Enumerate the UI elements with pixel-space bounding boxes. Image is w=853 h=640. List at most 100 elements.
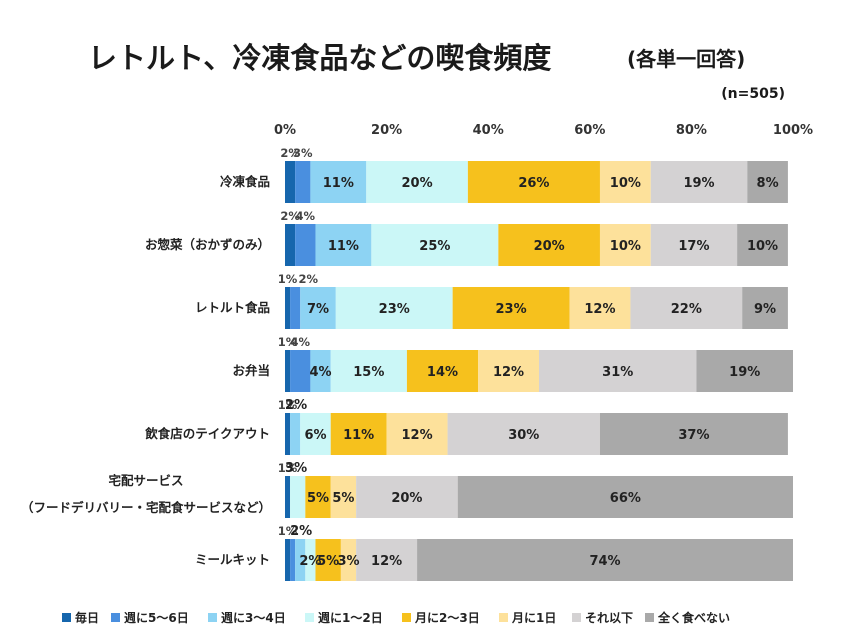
bar-segment — [330, 413, 387, 455]
data-label: 31% — [602, 365, 633, 380]
bar-segment — [498, 224, 600, 266]
legend-swatch — [572, 613, 581, 622]
data-label: 1% — [278, 398, 298, 412]
bar-segment — [310, 161, 367, 203]
data-label: 11% — [328, 239, 359, 254]
data-label: 2% — [290, 524, 312, 539]
bar-segment — [290, 476, 306, 518]
legend-swatch — [499, 613, 508, 622]
data-label: 9% — [754, 302, 776, 317]
legend-label: 毎日 — [75, 610, 99, 625]
data-label: 23% — [379, 302, 410, 317]
bar-segment — [335, 287, 453, 329]
bar-segment — [630, 287, 743, 329]
bar-segment — [356, 539, 418, 581]
x-tick-label: 20% — [371, 123, 402, 138]
data-label: 2% — [298, 272, 318, 286]
data-label: 5% — [317, 554, 339, 569]
data-label: 2% — [280, 146, 300, 160]
bar-segment — [457, 476, 793, 518]
legend-swatch — [208, 613, 217, 622]
data-label: 66% — [610, 491, 641, 506]
legend-label: 週に3～4日 — [221, 610, 286, 625]
data-label: 4% — [310, 365, 332, 380]
bar-segment — [330, 476, 357, 518]
bar-segment — [371, 224, 499, 266]
data-label: 3% — [337, 554, 359, 569]
legend-label: 月に2～3日 — [414, 611, 480, 625]
data-label: 3% — [293, 146, 313, 160]
x-tick-label: 0% — [274, 123, 296, 138]
data-label: 1% — [278, 335, 298, 349]
category-label: お惣菜（おかずのみ） — [145, 237, 270, 252]
data-label: 17% — [678, 239, 709, 254]
category-label: お弁当 — [232, 363, 270, 378]
category-label: （フードデリバリー・宅配食サービスなど） — [21, 500, 271, 515]
bar-segment — [467, 161, 600, 203]
data-label: 20% — [402, 176, 433, 191]
data-label: 12% — [493, 365, 524, 380]
bar-segment — [447, 413, 600, 455]
chart-title: レトルト、冷凍食品などの喫食頻度 — [88, 41, 551, 75]
data-label: 25% — [419, 239, 450, 254]
data-label: 10% — [610, 176, 641, 191]
data-label: 4% — [290, 335, 310, 349]
data-label: 12% — [371, 554, 402, 569]
data-label: 30% — [508, 428, 539, 443]
data-label: 1% — [278, 461, 298, 475]
bar-segment — [406, 350, 479, 392]
legend-swatch — [305, 613, 314, 622]
data-label: 4% — [296, 209, 316, 223]
x-tick-label: 40% — [473, 123, 504, 138]
legend-label: 週に5～6日 — [124, 610, 189, 625]
data-label: 11% — [323, 176, 354, 191]
legend-swatch — [645, 613, 654, 622]
bar-segment — [300, 287, 336, 329]
data-label: 5% — [332, 491, 354, 506]
bar-segment — [290, 539, 296, 581]
data-label: 20% — [534, 239, 565, 254]
category-label: 冷凍食品 — [220, 174, 270, 189]
data-label: 19% — [683, 176, 714, 191]
bar-segment — [696, 350, 793, 392]
bar-segment — [747, 161, 788, 203]
category-label: 飲食店のテイクアウト — [144, 426, 270, 441]
data-label: 12% — [402, 428, 433, 443]
bar-segment — [285, 476, 291, 518]
bar-segment — [285, 350, 291, 392]
x-tick-label: 100% — [773, 123, 813, 138]
data-label: 19% — [729, 365, 760, 380]
bar-segment — [417, 539, 793, 581]
data-label: 37% — [678, 428, 709, 443]
bar-segment — [310, 350, 331, 392]
data-label: 10% — [610, 239, 641, 254]
sample-size-label: (n=505) — [721, 86, 785, 102]
bar-segment — [285, 224, 296, 266]
bar-segment — [599, 413, 788, 455]
bar-segment — [315, 224, 372, 266]
bar-segment — [290, 413, 301, 455]
x-tick-label: 60% — [574, 123, 605, 138]
bar-segment — [295, 224, 316, 266]
category-label: レトルト食品 — [195, 300, 270, 315]
bar-segment — [539, 350, 697, 392]
data-label: 74% — [589, 554, 620, 569]
data-label: 1% — [278, 272, 298, 286]
bar-segment — [650, 161, 748, 203]
data-label: 10% — [747, 239, 778, 254]
data-label: 1% — [278, 524, 298, 538]
data-label: 14% — [427, 365, 458, 380]
data-label: 11% — [343, 428, 374, 443]
bar-segment — [737, 224, 788, 266]
bar-segment — [386, 413, 448, 455]
bar-segment — [742, 287, 788, 329]
bar-segment — [315, 539, 341, 581]
data-label: 2% — [280, 209, 300, 223]
bar-segment — [569, 287, 631, 329]
bar-segment — [356, 476, 458, 518]
legend-label: それ以下 — [585, 611, 633, 625]
bar-segment — [290, 350, 311, 392]
bar-segment — [285, 539, 291, 581]
legend-swatch — [111, 613, 120, 622]
